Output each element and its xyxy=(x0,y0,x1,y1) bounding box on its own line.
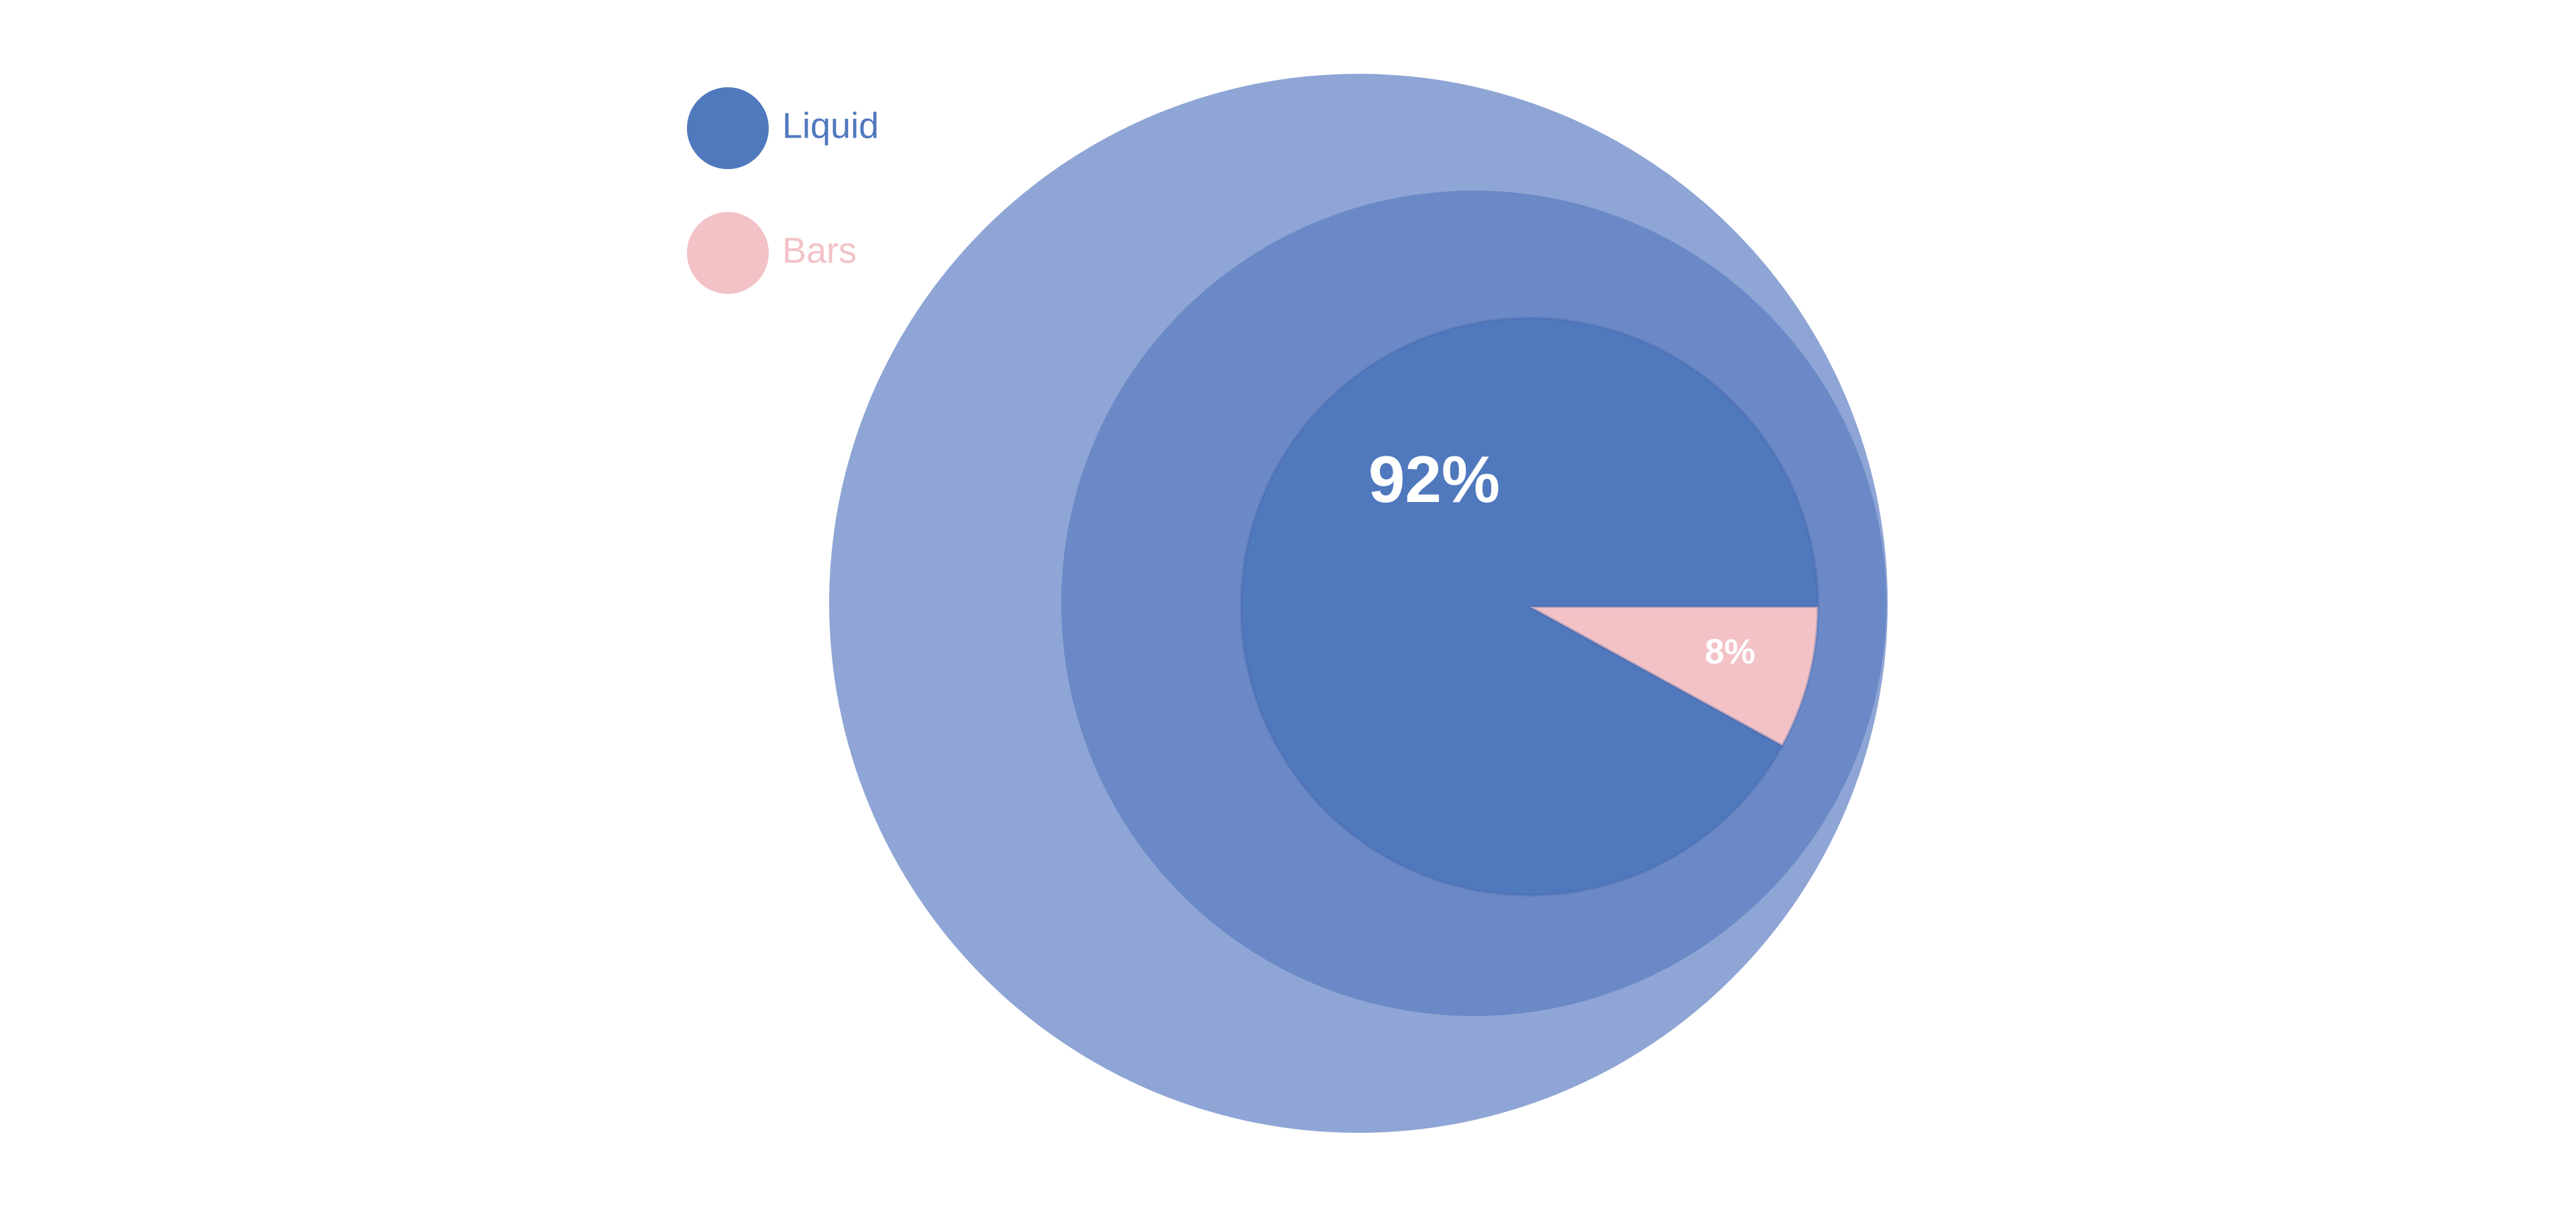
legend-label: Liquid xyxy=(782,105,879,146)
slice-label: 92% xyxy=(1368,442,1500,516)
slice-label: 8% xyxy=(1705,633,1755,672)
pie: 92% 8% xyxy=(1240,316,1820,897)
legend: Liquid Bars xyxy=(687,87,879,294)
legend-label: Bars xyxy=(782,230,857,270)
pie-slice xyxy=(1240,316,1820,897)
legend-swatch xyxy=(687,212,769,294)
legend-swatch xyxy=(687,87,769,169)
pie-slice xyxy=(1529,605,1820,748)
